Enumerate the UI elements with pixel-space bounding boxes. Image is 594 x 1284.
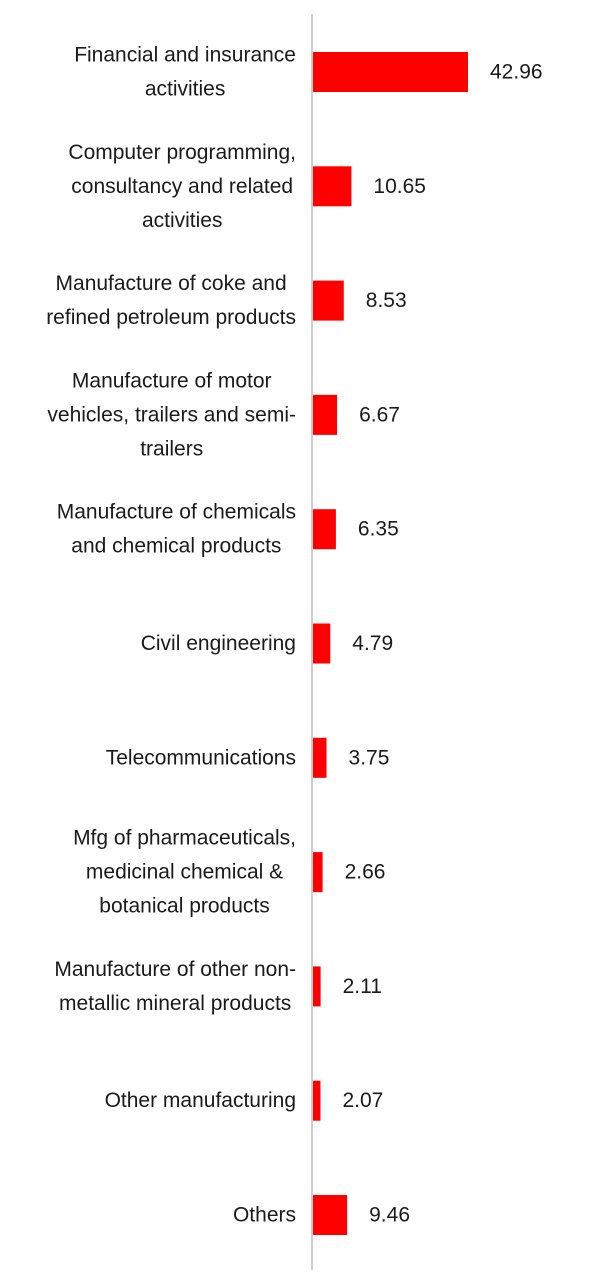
bar-value-label: 2.66	[345, 861, 386, 884]
bar-value-label: 8.53	[366, 289, 407, 312]
bar-value-label: 2.11	[343, 975, 382, 998]
category-label: Manufacture of other non-metallic minera…	[54, 958, 296, 1015]
bar-value-label: 6.67	[359, 403, 400, 426]
bar	[313, 966, 321, 1007]
bar-value-label: 6.35	[358, 518, 399, 541]
category-label-line: trailers	[140, 437, 203, 460]
bar	[313, 394, 338, 435]
bars-group	[313, 52, 468, 1235]
bar	[313, 852, 323, 893]
category-label-line: Telecommunications	[106, 746, 296, 769]
category-label-line: Mfg of pharmaceuticals,	[73, 827, 296, 850]
category-label: Telecommunications	[106, 746, 296, 769]
category-label: Other manufacturing	[105, 1089, 296, 1112]
bar	[313, 166, 352, 207]
category-label-line: Manufacture of coke and	[56, 272, 287, 295]
bar-value-label: 9.46	[369, 1204, 410, 1227]
bar	[313, 280, 344, 321]
category-label-line: medicinal chemical &	[86, 861, 283, 884]
bar	[313, 1195, 348, 1235]
category-label-line: Financial and insurance	[74, 44, 296, 67]
category-label-line: consultancy and related	[71, 175, 293, 198]
bar-value-label: 10.65	[373, 175, 426, 198]
category-label-line: metallic mineral products	[59, 992, 291, 1015]
value-labels-group: 42.96 10.65 8.53 6.67 6.35 4.79 3.75 2.66 2.11 2.…	[342, 61, 542, 1227]
bar	[313, 1080, 321, 1121]
bar-value-label: 4.79	[352, 632, 393, 655]
category-label: Manufacture of chemicals and chemical pro…	[57, 501, 296, 558]
bar-value-label: 3.75	[349, 746, 390, 769]
bar	[313, 509, 336, 550]
category-label: Mfg of pharmaceuticals, medicinal chemica…	[73, 827, 296, 918]
category-label-line: botanical products	[99, 895, 269, 918]
category-label-line: and chemical products	[71, 535, 281, 558]
category-label-line: Others	[233, 1204, 296, 1227]
category-label: Computer programming, consultancy and rel…	[68, 141, 296, 232]
bar-value-label: 2.07	[342, 1089, 383, 1112]
bar	[313, 52, 468, 92]
category-label-line: vehicles, trailers and semi-	[47, 403, 296, 426]
category-label-line: Civil engineering	[141, 632, 296, 655]
bar	[313, 623, 331, 664]
bar	[313, 737, 327, 778]
category-label-line: Manufacture of other non-	[54, 958, 296, 981]
category-labels-group: Financial and insurance activitiesCompute…	[46, 44, 296, 1227]
category-label-line: Computer programming,	[68, 141, 296, 164]
category-label: Manufacture of motor vehicles, trailers a…	[47, 369, 296, 460]
category-label: Civil engineering	[141, 632, 296, 655]
category-label-line: activities	[145, 78, 226, 101]
category-label: Manufacture of coke and refined petroleum…	[46, 272, 296, 329]
category-label: Others	[233, 1204, 296, 1227]
category-label-line: Manufacture of chemicals	[57, 501, 296, 524]
bar-value-label: 42.96	[490, 61, 543, 84]
category-label: Financial and insurance activities	[74, 44, 296, 101]
category-label-line: Manufacture of motor	[72, 369, 272, 392]
category-label-line: activities	[142, 209, 223, 232]
category-label-line: Other manufacturing	[105, 1089, 296, 1112]
category-label-line: refined petroleum products	[46, 306, 296, 329]
